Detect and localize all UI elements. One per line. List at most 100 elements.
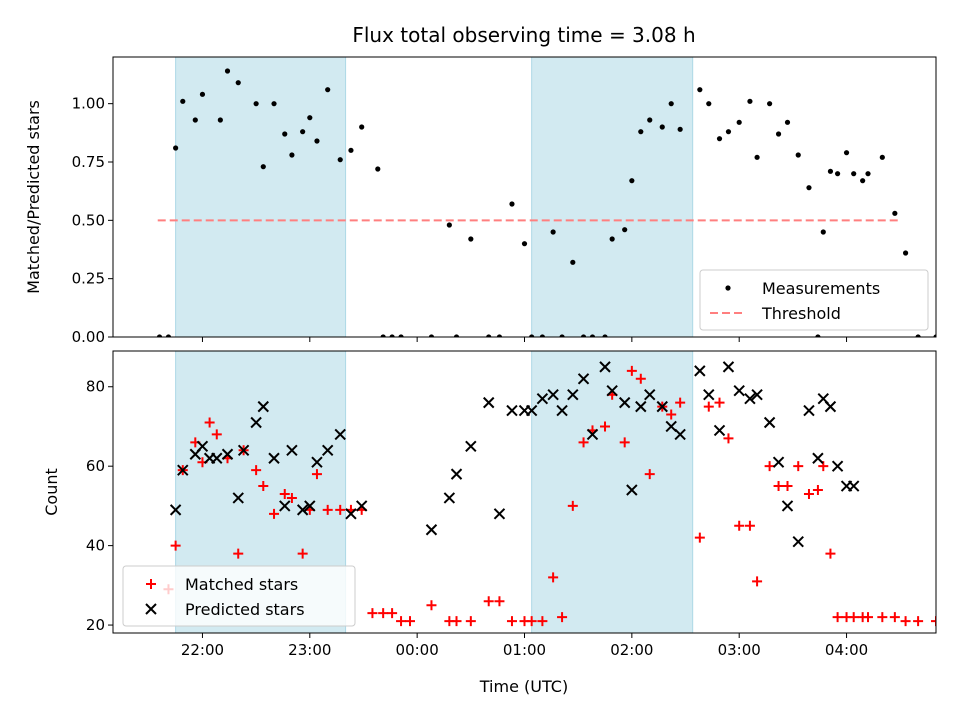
data-point bbox=[644, 388, 656, 401]
data-point bbox=[832, 612, 843, 623]
y-tick-label: 80 bbox=[86, 378, 105, 396]
data-point bbox=[815, 334, 821, 337]
data-point bbox=[638, 129, 644, 135]
data-point bbox=[493, 508, 506, 520]
data-point bbox=[170, 540, 181, 551]
data-point bbox=[580, 334, 587, 337]
y-tick-label: 40 bbox=[86, 537, 105, 555]
x-tick-label: 02:00 bbox=[610, 641, 653, 659]
top-ylabel: Matched/Predicted stars bbox=[24, 100, 43, 294]
data-point bbox=[506, 404, 518, 417]
data-point bbox=[848, 612, 859, 623]
data-point bbox=[744, 392, 756, 405]
data-point bbox=[250, 416, 262, 429]
data-point bbox=[311, 456, 323, 468]
data-point bbox=[793, 461, 804, 472]
data-point bbox=[260, 164, 266, 170]
data-point bbox=[509, 201, 515, 207]
data-point bbox=[271, 101, 277, 107]
data-point bbox=[933, 334, 936, 337]
chart-title: Flux total observing time = 3.08 h bbox=[352, 23, 695, 47]
data-point bbox=[398, 334, 404, 337]
data-point bbox=[404, 616, 415, 627]
data-point bbox=[703, 388, 715, 401]
data-point bbox=[713, 424, 726, 437]
data-point bbox=[751, 388, 763, 401]
data-point bbox=[635, 400, 647, 413]
legend: Measurements Threshold bbox=[699, 269, 929, 331]
data-point bbox=[659, 124, 665, 130]
data-point bbox=[619, 437, 630, 448]
y-tick-label: 0.25 bbox=[72, 270, 105, 288]
data-point bbox=[468, 236, 474, 242]
data-point bbox=[311, 469, 322, 480]
data-point bbox=[367, 608, 378, 619]
data-point bbox=[279, 488, 290, 499]
data-point bbox=[297, 548, 308, 559]
data-point bbox=[494, 596, 505, 607]
data-point bbox=[289, 152, 295, 158]
data-point bbox=[196, 440, 209, 453]
data-point bbox=[586, 428, 599, 441]
data-point bbox=[902, 250, 909, 256]
bottom-xlabel: Time (UTC) bbox=[479, 677, 568, 696]
data-point bbox=[539, 334, 545, 337]
data-point bbox=[396, 616, 407, 627]
data-point bbox=[496, 334, 503, 337]
data-point bbox=[314, 138, 320, 144]
data-point bbox=[378, 608, 389, 619]
legend-marker bbox=[146, 579, 156, 589]
shaded-interval bbox=[531, 57, 694, 337]
data-point bbox=[825, 548, 836, 559]
data-point bbox=[537, 616, 548, 627]
data-point bbox=[359, 124, 365, 130]
data-point bbox=[380, 334, 386, 337]
data-point bbox=[747, 98, 753, 104]
data-point bbox=[782, 481, 793, 492]
data-point bbox=[725, 129, 732, 135]
top-panel: 0.00 0.25 0.50 0.75 1.00 Measurements Threshol… bbox=[72, 56, 937, 346]
y-tick-label: 0.75 bbox=[72, 153, 105, 171]
data-point bbox=[752, 576, 763, 587]
data-point bbox=[465, 440, 477, 453]
data-point bbox=[526, 616, 537, 627]
data-point bbox=[714, 397, 725, 408]
data-point bbox=[606, 385, 618, 397]
y-tick-label: 1.00 bbox=[72, 95, 105, 113]
data-point bbox=[900, 616, 911, 627]
data-point bbox=[806, 185, 812, 191]
data-point bbox=[734, 520, 745, 531]
data-point bbox=[224, 68, 231, 74]
data-point bbox=[602, 334, 608, 337]
data-point bbox=[556, 404, 568, 417]
data-point bbox=[754, 154, 760, 160]
data-point bbox=[335, 504, 346, 515]
data-point bbox=[784, 119, 791, 125]
data-point bbox=[665, 420, 677, 433]
data-point bbox=[375, 166, 381, 172]
data-point bbox=[706, 101, 712, 107]
data-point bbox=[892, 210, 898, 216]
x-tick-label: 23:00 bbox=[288, 641, 331, 659]
data-point bbox=[931, 616, 936, 627]
data-point bbox=[446, 222, 452, 228]
data-point bbox=[803, 404, 815, 417]
data-point bbox=[764, 461, 775, 472]
data-point bbox=[233, 548, 244, 559]
data-point bbox=[824, 400, 837, 413]
data-point bbox=[647, 117, 653, 123]
data-point bbox=[334, 428, 346, 441]
data-point bbox=[722, 361, 735, 373]
data-point bbox=[803, 488, 814, 499]
data-point bbox=[577, 373, 590, 385]
data-point bbox=[258, 481, 269, 492]
data-point bbox=[851, 171, 857, 177]
data-point bbox=[282, 131, 288, 137]
data-point bbox=[217, 117, 223, 123]
data-point bbox=[192, 117, 198, 123]
x-tick-label: 01:00 bbox=[503, 641, 546, 659]
data-point bbox=[567, 500, 578, 511]
legend-marker bbox=[725, 285, 731, 291]
data-point bbox=[609, 236, 615, 242]
